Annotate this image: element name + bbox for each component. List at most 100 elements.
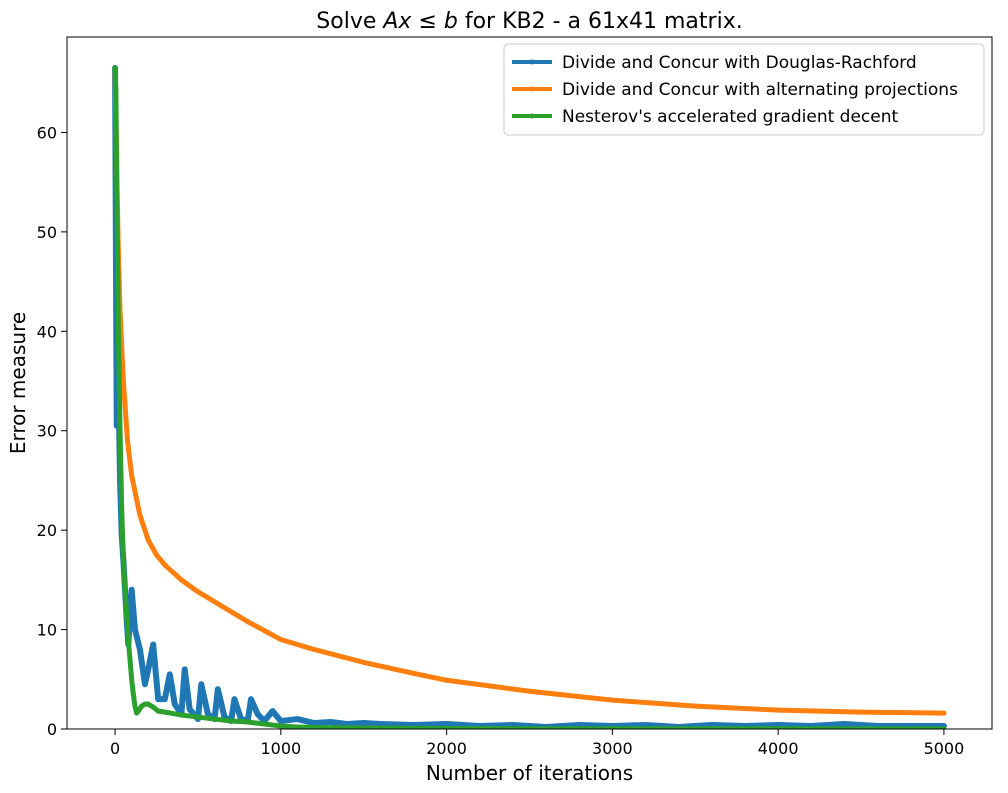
data-point — [527, 688, 532, 694]
data-point — [172, 701, 178, 707]
data-point — [841, 721, 847, 727]
data-point — [162, 709, 168, 715]
data-point — [775, 726, 781, 729]
data-point — [119, 507, 125, 513]
data-point — [527, 726, 532, 729]
data-point — [212, 599, 218, 605]
data-point — [122, 587, 128, 593]
data-point — [182, 666, 188, 672]
x-tick-label: 1000 — [260, 739, 301, 758]
data-point — [270, 708, 276, 714]
x-tick-label: 0 — [110, 739, 120, 758]
legend-label: Divide and Concur with alternating proje… — [562, 80, 958, 100]
data-point — [132, 703, 138, 709]
legend-label: Nesterov's accelerated gradient decent — [562, 107, 898, 127]
chart-title: Solve Ax ≤ b for KB2 - a 61x41 matrix. — [316, 9, 742, 34]
chart-title-part: for KB2 - a 61x41 matrix. — [458, 9, 743, 34]
data-point — [162, 696, 168, 702]
data-point — [112, 65, 118, 71]
data-point — [294, 724, 300, 729]
data-point — [643, 722, 649, 728]
data-point — [941, 710, 947, 716]
data-point — [115, 328, 121, 334]
data-point — [129, 676, 135, 682]
legend: Divide and Concur with Douglas-Rachford D… — [503, 43, 985, 136]
x-axis-label: Number of iterations — [426, 761, 633, 785]
data-point — [212, 716, 218, 722]
data-point — [311, 725, 317, 729]
data-point — [278, 723, 284, 729]
data-point — [195, 589, 201, 595]
series-line — [112, 65, 947, 716]
data-point — [609, 697, 615, 703]
axis-layer: 0 1000 2000 3000 4000 5000 0 10 20 30 40 50 60 — [37, 123, 965, 758]
data-point — [361, 659, 367, 665]
data-point — [125, 438, 131, 444]
data-point — [113, 90, 119, 96]
chart-title-part: Ax — [381, 9, 412, 34]
data-point — [178, 577, 184, 583]
data-point — [245, 719, 251, 725]
data-point — [120, 557, 126, 563]
data-point — [377, 721, 383, 727]
data-point — [132, 627, 138, 633]
x-tick-label: 5000 — [924, 739, 965, 758]
data-point — [361, 725, 367, 729]
data-point — [127, 656, 133, 662]
data-point — [135, 708, 141, 714]
data-point — [709, 722, 715, 728]
data-point — [245, 619, 251, 625]
data-point — [154, 552, 160, 558]
data-point — [162, 562, 168, 568]
data-point — [344, 721, 350, 727]
legend-marker — [529, 86, 535, 92]
data-point — [941, 726, 947, 729]
data-point — [155, 696, 161, 702]
x-tick-label: 4000 — [758, 739, 799, 758]
chart-title-part: ≤ — [411, 9, 443, 34]
y-tick-label: 0 — [47, 720, 57, 739]
data-point — [609, 726, 615, 729]
data-point — [129, 587, 135, 593]
plot-area-frame — [66, 36, 993, 730]
data-point — [231, 696, 237, 702]
data-point — [150, 704, 156, 710]
data-point — [444, 721, 450, 727]
data-point — [410, 670, 416, 676]
data-point — [311, 646, 317, 652]
data-point — [178, 712, 184, 718]
legend-frame — [503, 43, 985, 136]
data-point — [215, 686, 221, 692]
data-point — [124, 612, 130, 618]
data-point — [198, 681, 204, 687]
y-tick-label: 40 — [37, 322, 57, 341]
series-layer — [112, 64, 947, 729]
data-point — [278, 637, 284, 643]
legend-marker — [529, 113, 535, 119]
data-point — [294, 716, 300, 722]
data-point — [142, 681, 148, 687]
y-axis-label: Error measure — [6, 312, 30, 454]
data-point — [114, 179, 120, 185]
data-point — [155, 708, 161, 714]
data-point — [261, 721, 267, 727]
data-point — [120, 378, 126, 384]
chart-title-part: Solve — [316, 9, 383, 34]
series-2 — [112, 65, 947, 716]
series-line — [112, 64, 947, 729]
data-point — [125, 637, 131, 643]
y-tick-label: 50 — [37, 223, 57, 242]
data-point — [129, 472, 135, 478]
data-point — [137, 512, 143, 518]
data-point — [145, 701, 151, 707]
x-tick-label: 2000 — [426, 739, 467, 758]
data-point — [137, 646, 143, 652]
data-point — [195, 714, 201, 720]
data-point — [167, 671, 173, 677]
data-point — [444, 726, 450, 729]
y-tick-label: 10 — [37, 621, 57, 640]
data-point — [205, 711, 211, 717]
data-point — [187, 706, 193, 712]
data-point — [248, 696, 254, 702]
